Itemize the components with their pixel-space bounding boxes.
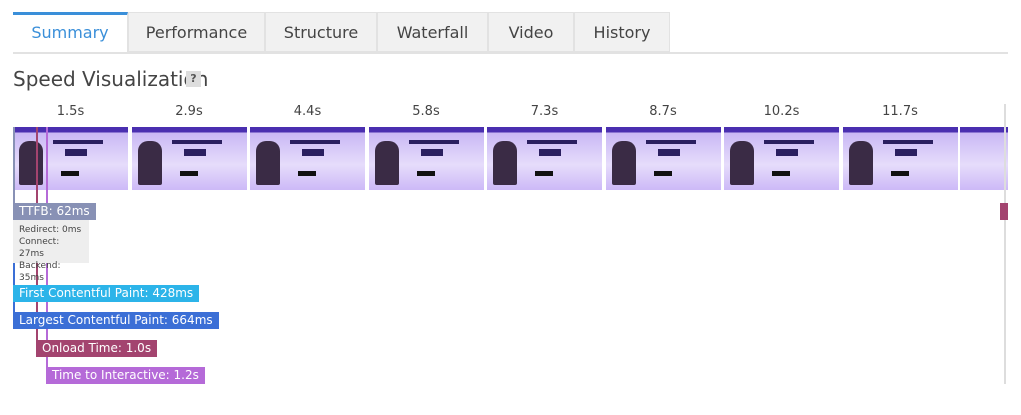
thumb-price — [894, 149, 917, 156]
marker-tag: Time to Interactive: 1.2s — [46, 367, 205, 384]
thumb-figure — [19, 141, 43, 185]
thumb-button — [416, 171, 435, 176]
thumb-button — [61, 171, 79, 176]
frame-thumbnail — [131, 127, 247, 190]
frame-thumbnail — [487, 127, 602, 190]
tab[interactable]: Structure — [265, 12, 377, 52]
frame-label: 1.5s — [56, 104, 85, 119]
fully-loaded-marker — [1000, 203, 1008, 220]
frame-thumbnail — [724, 127, 839, 190]
marker-tag: Largest Contentful Paint: 664ms — [13, 312, 219, 329]
tab-underline — [13, 52, 1008, 54]
thumb-price — [302, 149, 324, 156]
ttfb-detail: Redirect: 0ms — [19, 225, 82, 235]
right-timeline-line — [1004, 104, 1006, 384]
ttfb-detail: Connect: 27ms — [19, 237, 60, 259]
thumb-heading — [764, 140, 814, 144]
frame-thumbnail — [960, 127, 1008, 190]
thumb-heading — [645, 140, 696, 144]
tab[interactable]: Waterfall — [377, 12, 488, 52]
frame-label: 10.2s — [763, 104, 800, 119]
thumb-heading — [171, 140, 222, 144]
marker-tag: Onload Time: 1.0s — [36, 340, 158, 357]
frame-thumbnail — [605, 127, 721, 190]
ttfb-detail: Backend: 35ms — [19, 261, 61, 283]
thumb-button — [298, 171, 316, 176]
thumb-heading — [527, 140, 577, 144]
tab[interactable]: Summary — [13, 12, 128, 54]
thumb-figure — [493, 141, 517, 185]
frame-label: 2.9s — [175, 104, 203, 119]
frame-label: 4.4s — [293, 104, 322, 119]
thumb-button — [890, 171, 909, 176]
tab[interactable]: History — [574, 12, 670, 52]
thumb-figure — [374, 141, 399, 185]
thumb-figure — [137, 141, 162, 185]
frame-thumbnail — [13, 127, 128, 190]
thumb-button — [535, 171, 553, 176]
thumb-heading — [882, 140, 933, 144]
ttfb-tag: TTFB: 62ms — [13, 203, 96, 220]
tab[interactable]: Video — [488, 12, 574, 52]
frame-thumbnail — [250, 127, 365, 190]
ttfb-line — [13, 127, 15, 203]
thumb-price — [539, 149, 561, 156]
tab[interactable]: Performance — [128, 12, 265, 52]
marker-tag: First Contentful Paint: 428ms — [13, 285, 200, 302]
thumb-price — [65, 149, 87, 156]
thumb-price — [776, 149, 798, 156]
frame-label: 5.8s — [412, 104, 440, 119]
thumb-price — [420, 149, 443, 156]
frame-thumbnail — [368, 127, 484, 190]
thumb-heading — [290, 140, 340, 144]
thumb-button — [653, 171, 672, 176]
thumb-price — [657, 149, 680, 156]
section-title: Speed Visualization — [13, 67, 209, 91]
frame-label: 11.7s — [882, 104, 918, 119]
frame-label: 7.3s — [530, 104, 559, 119]
thumb-figure — [256, 141, 280, 185]
frame-thumbnail — [842, 127, 958, 190]
thumb-button — [772, 171, 790, 176]
ttfb-details: Redirect: 0ms Connect: 27ms Backend: 35m… — [13, 220, 89, 283]
thumb-figure — [848, 141, 873, 185]
thumb-heading — [53, 140, 103, 144]
help-button[interactable]: ? — [186, 71, 201, 87]
thumb-button — [179, 171, 198, 176]
thumb-heading — [408, 140, 459, 144]
thumb-figure — [730, 141, 754, 185]
frame-label: 8.7s — [649, 104, 677, 119]
thumb-price — [183, 149, 206, 156]
thumb-figure — [611, 141, 636, 185]
